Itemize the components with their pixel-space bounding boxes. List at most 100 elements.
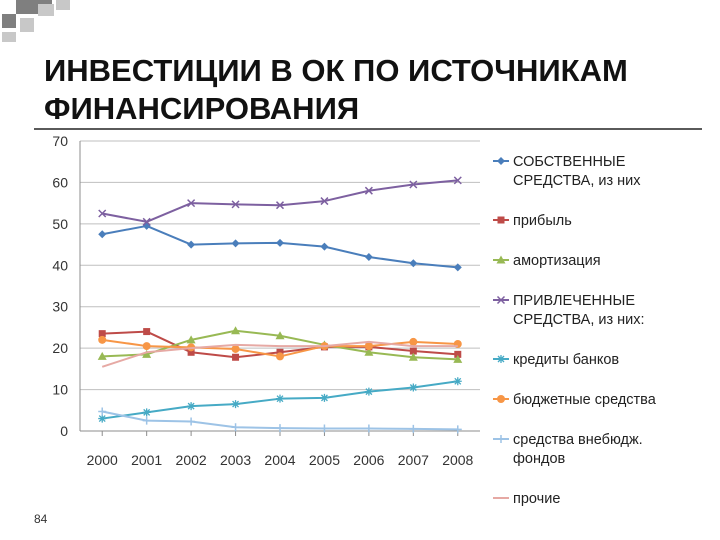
legend-item: бюджетные средства <box>493 392 657 408</box>
series-line <box>101 340 458 368</box>
data-point <box>320 242 329 251</box>
legend-label: СРЕДСТВА, из них: <box>513 312 645 328</box>
series-0 <box>98 221 462 272</box>
x-tick-label: 2005 <box>309 452 340 468</box>
legend-label: СРЕДСТВА, из них <box>513 173 641 189</box>
x-tick-label: 2000 <box>87 452 118 468</box>
data-point <box>453 354 463 363</box>
legend-item: кредиты банков <box>493 352 619 368</box>
data-point <box>98 230 107 239</box>
data-point <box>142 349 152 358</box>
data-point <box>409 259 418 268</box>
corner-square-light-4 <box>2 32 16 42</box>
legend-swatch-marker <box>497 216 505 224</box>
data-point <box>320 197 329 206</box>
data-point <box>453 176 462 185</box>
legend-swatch-marker <box>497 435 505 443</box>
y-tick-label: 60 <box>52 174 68 190</box>
data-point <box>142 408 151 417</box>
legend-swatch-marker <box>497 157 505 165</box>
data-point <box>186 335 196 344</box>
series-line <box>102 179 458 223</box>
data-point <box>453 377 462 386</box>
title-rule <box>34 128 702 130</box>
data-point <box>276 394 284 403</box>
chart-series <box>97 176 463 434</box>
legend-swatch-marker <box>497 355 505 363</box>
corner-square-dark-1 <box>2 14 16 28</box>
series-6 <box>98 407 462 434</box>
slide-title: ИНВЕСТИЦИИ В ОК ПО ИСТОЧНИКАМ ФИНАНСИРОВ… <box>44 52 684 128</box>
data-point <box>231 344 240 353</box>
x-tick-label: 2004 <box>264 452 295 468</box>
series-5 <box>98 335 462 361</box>
x-tick-label: 2002 <box>176 452 207 468</box>
legend-label: фондов <box>513 451 566 467</box>
y-tick-label: 30 <box>52 299 68 315</box>
data-point <box>232 353 240 361</box>
slide-title-line-1: ИНВЕСТИЦИИ В ОК ПО ИСТОЧНИКАМ <box>44 53 628 88</box>
slide-title-line-2: ФИНАНСИРОВАНИЯ <box>44 91 360 126</box>
data-point <box>142 342 151 351</box>
data-point <box>142 416 151 425</box>
data-point <box>231 239 240 248</box>
data-point <box>231 200 240 209</box>
legend-item: СОБСТВЕННЫЕ СРЕДСТВА, из них <box>493 154 641 189</box>
data-point <box>142 221 151 230</box>
legend-label: прибыль <box>513 213 572 229</box>
legend-swatch-marker <box>497 395 505 403</box>
data-point <box>187 348 195 356</box>
legend-swatch-marker <box>496 295 506 305</box>
data-point <box>276 238 284 247</box>
legend-label: бюджетные средства <box>513 392 657 408</box>
corner-square-dark-2 <box>16 0 34 14</box>
data-point <box>187 417 196 426</box>
data-point <box>453 425 462 434</box>
data-point <box>276 348 284 356</box>
page-number: 84 <box>34 512 48 526</box>
legend-item: ПРИВЛЕЧЕННЫЕ СРЕДСТВА, из них: <box>493 293 645 328</box>
legend-item: прибыль <box>493 213 572 229</box>
data-point <box>98 209 107 218</box>
y-tick-label: 20 <box>52 340 68 356</box>
data-point <box>364 253 373 261</box>
data-point <box>98 330 106 338</box>
x-tick-label: 2007 <box>398 452 429 468</box>
data-point <box>143 328 151 336</box>
legend-label: прочие <box>513 491 560 507</box>
data-point <box>409 424 418 433</box>
data-point <box>454 350 462 358</box>
corner-square-light-2 <box>38 4 54 16</box>
y-tick-label: 10 <box>52 382 68 398</box>
x-tick-label: 2001 <box>131 452 162 468</box>
data-point <box>453 263 462 272</box>
corner-square-light-3 <box>56 0 70 10</box>
data-point <box>98 414 107 423</box>
data-point <box>275 201 285 210</box>
corner-square-light-1 <box>20 18 34 32</box>
series-7 <box>101 340 458 368</box>
data-point <box>97 351 107 360</box>
data-point <box>142 217 151 226</box>
data-point <box>98 335 107 344</box>
data-point <box>275 331 285 340</box>
data-point <box>276 352 284 361</box>
series-3 <box>98 176 462 226</box>
x-tick-label: 2008 <box>442 452 473 468</box>
legend-label: кредиты банков <box>513 352 619 368</box>
data-point <box>408 352 418 361</box>
data-point <box>187 240 196 249</box>
data-point <box>320 393 329 402</box>
data-point <box>98 407 107 416</box>
x-tick-label: 2006 <box>353 452 384 468</box>
legend-item: средства внебюдж. фондов <box>493 432 643 467</box>
data-point <box>187 199 196 208</box>
legend-swatch-marker <box>496 255 506 264</box>
data-point <box>409 337 418 346</box>
legend-item: прочие <box>493 491 560 507</box>
legend-label: средства внебюдж. <box>513 432 643 448</box>
data-point <box>364 347 374 356</box>
data-point <box>409 180 418 189</box>
data-point <box>409 347 417 355</box>
